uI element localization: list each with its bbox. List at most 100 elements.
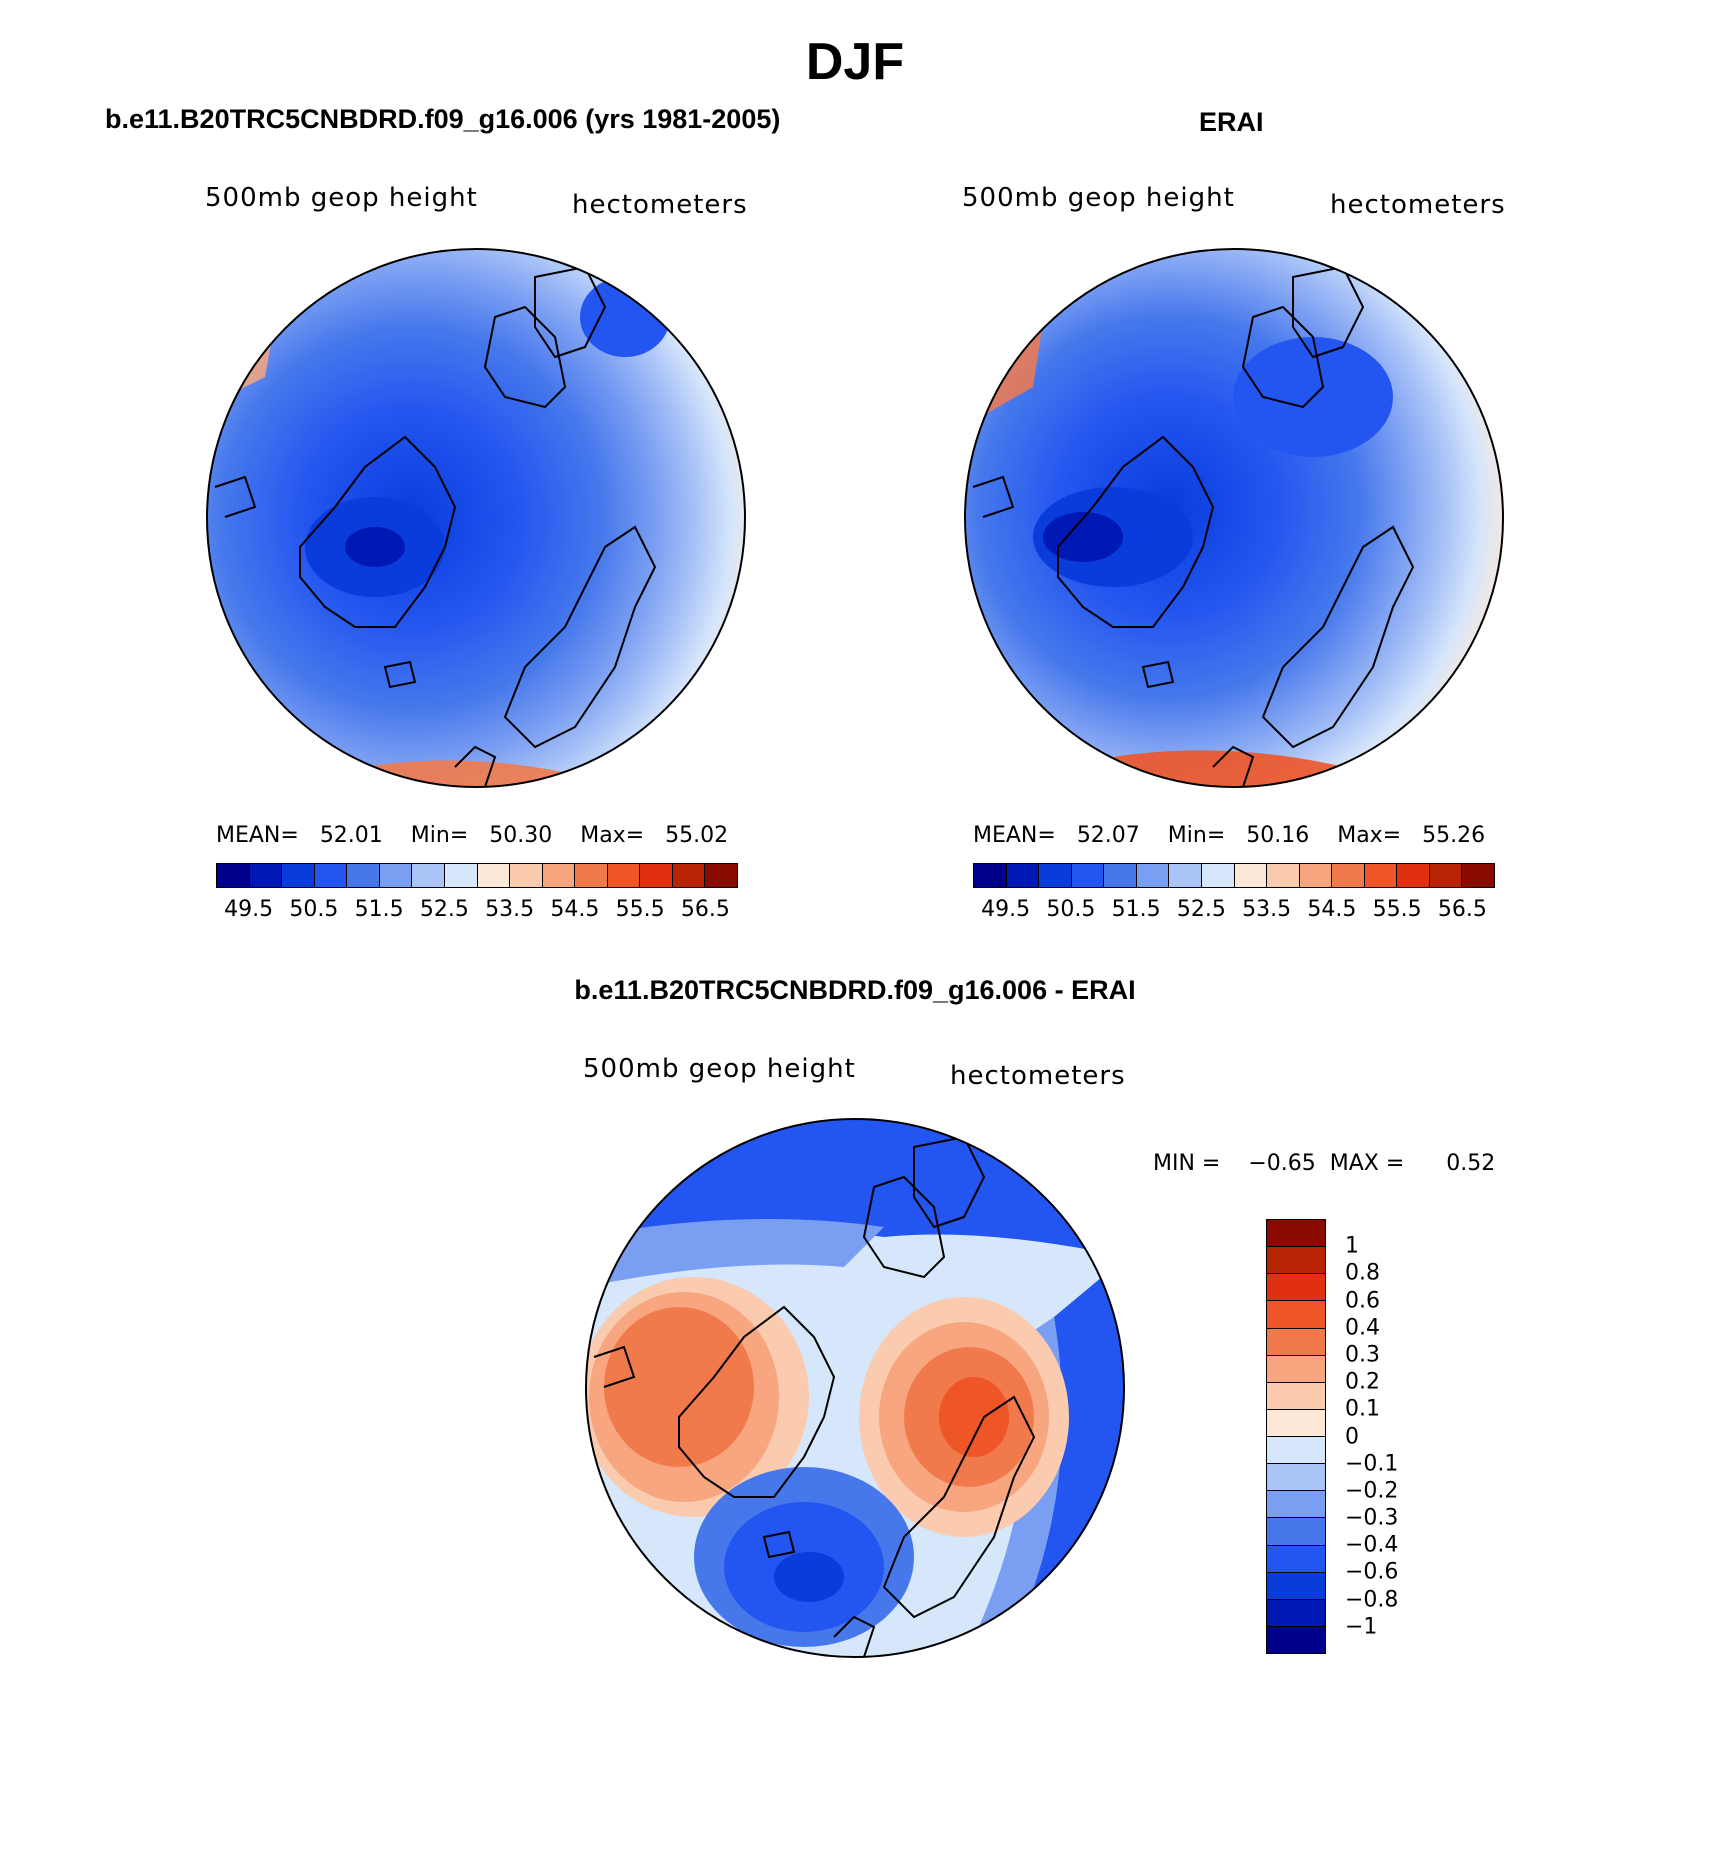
model-max-value: 55.02 xyxy=(665,823,729,848)
erai-max-value: 55.26 xyxy=(1422,823,1486,848)
colorbar-swatch xyxy=(1267,1274,1325,1302)
diff-variable-label: 500mb geop height xyxy=(583,1054,856,1084)
model-mean-value: 52.01 xyxy=(319,823,383,848)
colorbar-tick-label: 55.5 xyxy=(615,897,665,922)
colorbar-tick-label: 0.4 xyxy=(1345,1315,1380,1341)
colorbar-swatch xyxy=(1299,864,1333,887)
colorbar-swatch xyxy=(347,864,380,887)
colorbar-tick-label: 52.5 xyxy=(419,897,469,922)
colorbar-swatch xyxy=(607,864,641,887)
model-variable-label: 500mb geop height xyxy=(205,183,478,213)
colorbar-swatch xyxy=(575,864,608,887)
colorbar-swatch xyxy=(314,864,348,887)
diff-max-value: 0.52 xyxy=(1446,1151,1496,1176)
colorbar-swatch xyxy=(1267,1464,1325,1492)
colorbar-swatch xyxy=(282,864,315,887)
colorbar-swatch xyxy=(1364,864,1398,887)
model-mean-label: MEAN= xyxy=(216,823,299,848)
erai-min-value: 50.16 xyxy=(1246,823,1310,848)
diff-stats: MIN = −0.65 MAX = 0.52 xyxy=(1153,1151,1495,1176)
colorbar-swatch xyxy=(477,864,511,887)
colorbar-swatch xyxy=(444,864,478,887)
erai-mean-value: 52.07 xyxy=(1076,823,1140,848)
colorbar-swatch xyxy=(1267,1409,1325,1437)
colorbar-swatch xyxy=(1071,864,1105,887)
diff-min-label: MIN = xyxy=(1153,1151,1221,1176)
diff-colorbar xyxy=(1266,1219,1326,1654)
colorbar-swatch xyxy=(705,864,737,887)
colorbar-tick-label: −0.2 xyxy=(1345,1478,1399,1504)
colorbar-tick-label: 0.8 xyxy=(1345,1260,1380,1286)
colorbar-swatch xyxy=(974,864,1007,887)
model-stats: MEAN= 52.01 Min= 50.30 Max= 55.02 xyxy=(216,823,728,848)
model-min-value: 50.30 xyxy=(489,823,553,848)
colorbar-swatch xyxy=(640,864,673,887)
colorbar-swatch xyxy=(1104,864,1137,887)
colorbar-swatch xyxy=(1429,864,1463,887)
diff-units-label: hectometers xyxy=(950,1061,1126,1091)
colorbar-swatch xyxy=(1267,1355,1325,1383)
colorbar-swatch xyxy=(672,864,706,887)
diff-max-label: MAX = xyxy=(1329,1151,1405,1176)
erai-polar-map xyxy=(964,248,1504,788)
colorbar-swatch xyxy=(1267,1518,1325,1546)
colorbar-swatch xyxy=(1234,864,1268,887)
model-units-label: hectometers xyxy=(572,190,748,220)
colorbar-tick-label: −1 xyxy=(1345,1614,1378,1640)
colorbar-swatch xyxy=(1201,864,1235,887)
erai-variable-label: 500mb geop height xyxy=(962,183,1235,213)
colorbar-tick-label: 52.5 xyxy=(1176,897,1226,922)
erai-panel-title: ERAI xyxy=(1199,107,1264,137)
colorbar-swatch xyxy=(249,864,283,887)
erai-stats: MEAN= 52.07 Min= 50.16 Max= 55.26 xyxy=(973,823,1485,848)
model-min-label: Min= xyxy=(410,823,469,848)
colorbar-swatch xyxy=(1267,864,1300,887)
diff-polar-map xyxy=(585,1118,1125,1658)
colorbar-tick-label: −0.1 xyxy=(1345,1451,1399,1477)
colorbar-tick-label: −0.6 xyxy=(1345,1559,1399,1585)
colorbar-swatch xyxy=(1397,864,1430,887)
figure-title: DJF xyxy=(805,33,905,91)
colorbar-tick-label: −0.4 xyxy=(1345,1532,1399,1558)
colorbar-swatch xyxy=(412,864,445,887)
colorbar-tick-label: −0.8 xyxy=(1345,1587,1399,1613)
colorbar-tick-label: 0.1 xyxy=(1345,1396,1380,1422)
colorbar-tick-label: 50.5 xyxy=(1046,897,1096,922)
colorbar-tick-label: 55.5 xyxy=(1372,897,1422,922)
colorbar-tick-label: 49.5 xyxy=(224,897,274,922)
colorbar-swatch xyxy=(1006,864,1040,887)
colorbar-swatch xyxy=(1267,1382,1325,1410)
colorbar-swatch xyxy=(1267,1247,1325,1275)
colorbar-swatch xyxy=(217,864,250,887)
diff-min-value: −0.65 xyxy=(1248,1151,1316,1176)
erai-units-label: hectometers xyxy=(1330,190,1506,220)
colorbar-swatch xyxy=(542,864,576,887)
colorbar-swatch xyxy=(1169,864,1202,887)
colorbar-swatch xyxy=(1462,864,1494,887)
colorbar-swatch xyxy=(510,864,543,887)
colorbar-tick-label: 49.5 xyxy=(981,897,1031,922)
model-colorbar xyxy=(216,863,738,888)
colorbar-tick-label: 1 xyxy=(1345,1233,1359,1259)
colorbar-swatch xyxy=(1267,1437,1325,1465)
colorbar-tick-label: 0 xyxy=(1345,1424,1359,1449)
colorbar-tick-label: 56.5 xyxy=(1437,897,1487,922)
colorbar-tick-label: 0.2 xyxy=(1345,1369,1380,1395)
colorbar-swatch xyxy=(1267,1491,1325,1519)
colorbar-swatch xyxy=(1267,1301,1325,1329)
colorbar-tick-label: 56.5 xyxy=(680,897,730,922)
colorbar-tick-label: 51.5 xyxy=(354,897,404,922)
colorbar-tick-label: 54.5 xyxy=(1307,897,1357,922)
erai-colorbar xyxy=(973,863,1495,888)
colorbar-swatch xyxy=(1136,864,1170,887)
erai-min-label: Min= xyxy=(1167,823,1226,848)
colorbar-swatch xyxy=(1267,1599,1325,1627)
colorbar-tick-label: 50.5 xyxy=(289,897,339,922)
colorbar-tick-label: −0.3 xyxy=(1345,1505,1399,1531)
colorbar-tick-label: 54.5 xyxy=(550,897,600,922)
colorbar-swatch xyxy=(1267,1626,1325,1653)
diff-panel-title: b.e11.B20TRC5CNBDRD.f09_g16.006 - ERAI xyxy=(574,975,1136,1005)
colorbar-tick-label: 0.6 xyxy=(1345,1288,1380,1314)
colorbar-tick-label: 0.3 xyxy=(1345,1342,1380,1368)
model-panel-title: b.e11.B20TRC5CNBDRD.f09_g16.006 (yrs 198… xyxy=(105,104,781,134)
